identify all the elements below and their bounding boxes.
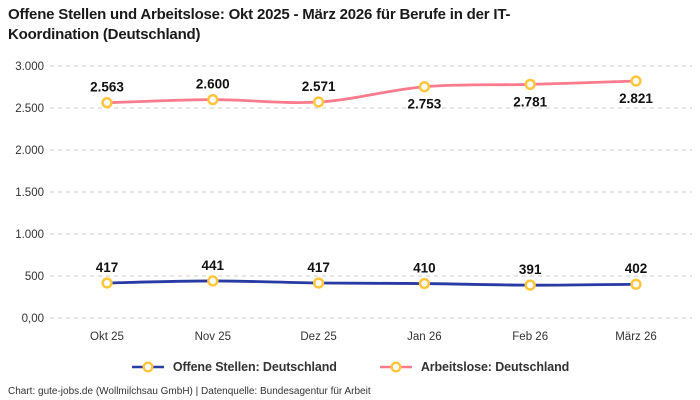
y-tick-label: 500	[25, 271, 44, 283]
x-tick-label: Jan 26	[407, 331, 442, 343]
series-arbeitslose-data-label: 2.753	[408, 97, 442, 112]
series-offene-stellen-point	[312, 277, 325, 289]
series-arbeitslose-data-label: 2.571	[302, 79, 336, 94]
series-arbeitslose-point	[418, 81, 431, 93]
line-chart-area: 0,00 500 1.000 1.500 2.000 2.500 3.000 Okt 25 No…	[0, 56, 700, 356]
series-arbeitslose-point	[524, 78, 536, 91]
chart-title: Offene Stellen und Arbeitslose: Okt 2025…	[8, 6, 511, 44]
legend-marker-offene-stellen-icon	[131, 361, 164, 373]
y-tick-label: 1.000	[15, 229, 44, 241]
series-arbeitslose-data-label: 2.563	[90, 80, 124, 95]
series-offene-stellen-line	[105, 279, 638, 287]
chart-legend: Offene Stellen: Deutschland Arbeitslose:…	[0, 360, 700, 374]
series-offene-stellen-data-label: 417	[96, 260, 119, 275]
series-offene-stellen-data-label: 402	[625, 261, 648, 276]
x-axis-tick-labels: Okt 25 Nov 25 Dez 25 Jan 26 Feb 26 März 26	[90, 331, 657, 343]
y-tick-label: 2.000	[15, 145, 44, 157]
series-arbeitslose-point	[207, 93, 219, 106]
series-offene-stellen-data-label: 441	[202, 258, 225, 273]
series-arbeitslose-data-label: 2.600	[196, 77, 230, 92]
x-tick-label: März 26	[615, 331, 657, 343]
series-arbeitslose-data-label: 2.821	[619, 91, 653, 106]
x-tick-label: Feb 26	[512, 331, 548, 343]
y-tick-label: 0,00	[22, 313, 44, 325]
legend-item-arbeitslose[interactable]: Arbeitslose: Deutschland	[379, 360, 569, 374]
series-offene-stellen-point	[630, 278, 642, 290]
series-arbeitslose-point	[101, 97, 113, 109]
legend-item-offene-stellen[interactable]: Offene Stellen: Deutschland	[131, 360, 337, 374]
x-tick-label: Okt 25	[90, 331, 124, 343]
series-offene-stellen-point	[207, 275, 219, 287]
series-arbeitslose-point	[630, 75, 642, 87]
series-offene-stellen-data-label: 417	[307, 260, 330, 275]
series-offene-stellen-point	[418, 277, 431, 290]
series-arbeitslose: 2.563 2.600 2.571 2.753 2.781 2.821	[90, 75, 653, 112]
y-tick-label: 2.500	[15, 103, 44, 115]
footer-credit: Chart: gute-jobs.de (Wollmilchsau GmbH) …	[8, 386, 371, 397]
series-offene-stellen-point	[101, 277, 113, 289]
series-arbeitslose-point	[312, 96, 325, 108]
legend-marker-arbeitslose-icon	[379, 361, 412, 373]
series-arbeitslose-data-label: 2.781	[513, 94, 547, 109]
series-offene-stellen: 417 441 417 410 391 402	[96, 258, 648, 291]
legend-label-arbeitslose: Arbeitslose: Deutschland	[420, 360, 570, 374]
series-arbeitslose-line	[105, 79, 638, 105]
x-tick-label: Nov 25	[195, 331, 231, 343]
x-tick-label: Dez 25	[300, 331, 336, 343]
line-chart: 0,00 500 1.000 1.500 2.000 2.500 3.000 Okt 25 No…	[15, 61, 692, 343]
y-axis-tick-labels: 0,00 500 1.000 1.500 2.000 2.500 3.000	[15, 61, 44, 325]
y-tick-label: 3.000	[15, 61, 44, 73]
gridlines	[50, 65, 692, 319]
series-offene-stellen-point	[524, 279, 536, 291]
series-offene-stellen-data-label: 391	[519, 262, 542, 277]
series-offene-stellen-data-label: 410	[413, 261, 436, 276]
legend-label-offene-stellen: Offene Stellen: Deutschland	[172, 360, 337, 374]
y-tick-label: 1.500	[15, 187, 44, 199]
